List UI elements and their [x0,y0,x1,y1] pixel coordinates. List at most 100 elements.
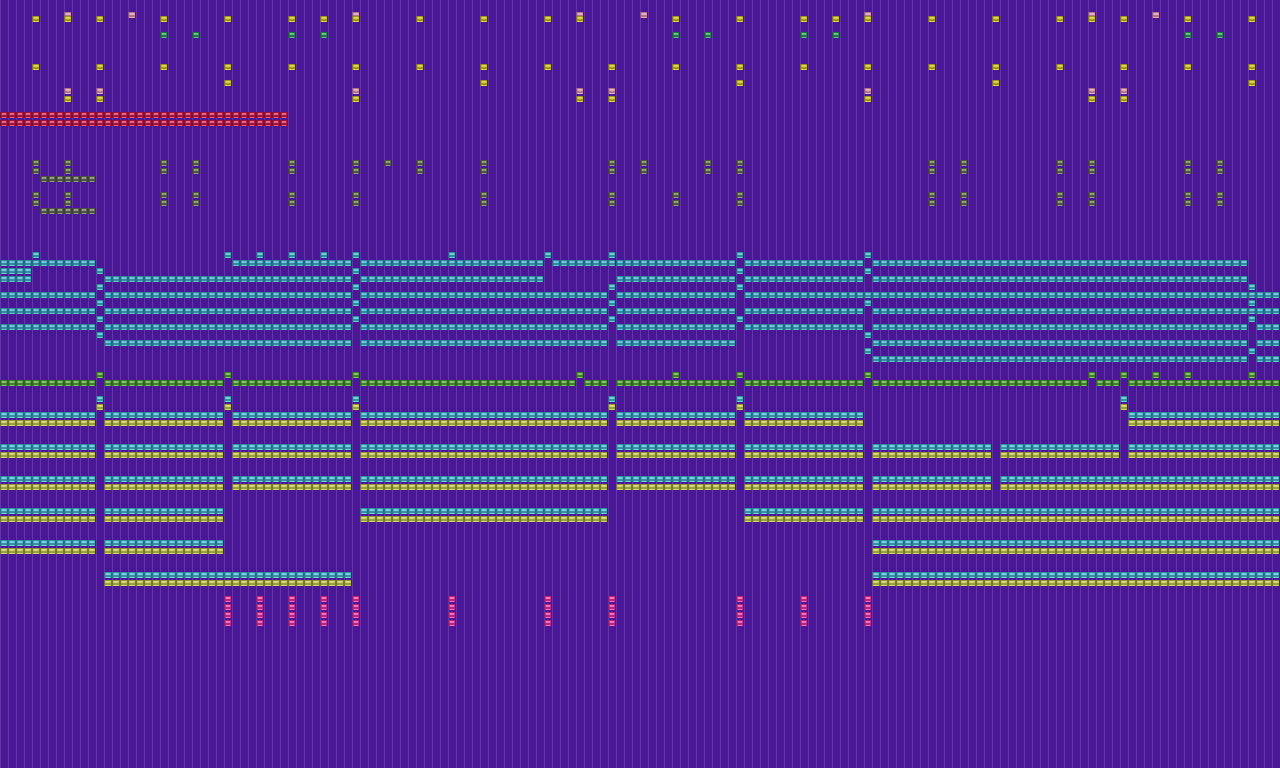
note-tiles [744,508,863,514]
note-tiles [96,404,103,410]
note-tiles [320,620,327,626]
note [104,572,351,578]
note [736,372,743,378]
note-tiles [744,308,863,314]
note-tiles [256,620,263,626]
note-tiles [544,64,551,70]
note-tiles [480,192,487,198]
note [928,192,935,198]
note [32,160,39,166]
note [288,620,295,626]
note [96,300,103,306]
note-tiles [192,168,199,174]
note [416,160,423,166]
note [360,292,607,298]
note [1096,380,1119,386]
note [480,80,487,86]
note [608,192,615,198]
note-tiles [360,380,575,386]
note [608,300,615,306]
note [608,604,615,610]
note [800,604,807,610]
note [352,596,359,602]
note [640,12,647,18]
note [1184,32,1191,38]
note-tiles [672,32,679,38]
note-tiles [992,64,999,70]
note [1256,324,1279,330]
note [96,96,103,102]
note [1120,16,1127,22]
note-tiles [992,16,999,22]
note-tiles [352,604,359,610]
note [64,160,71,166]
note-tiles [1184,160,1191,166]
note [864,332,871,338]
note [864,348,871,354]
note-tiles [0,484,95,490]
note [224,252,231,258]
note [104,516,223,522]
note [616,340,735,346]
note [288,596,295,602]
note-tiles [0,516,95,522]
note [928,168,935,174]
note [360,324,607,330]
note [864,268,871,274]
note [672,192,679,198]
note [352,300,359,306]
note [608,160,615,166]
note-tiles [800,64,807,70]
note-tiles [32,16,39,22]
note [736,168,743,174]
note-tiles [1088,16,1095,22]
note [1216,160,1223,166]
note [544,64,551,70]
note [256,620,263,626]
note-tiles [0,292,95,298]
note-tiles [864,12,871,18]
note-tiles [256,596,263,602]
note-tiles [704,160,711,166]
note [352,252,359,258]
note [872,516,1279,522]
note [992,16,999,22]
note [160,16,167,22]
note [64,192,71,198]
note [352,168,359,174]
note [736,64,743,70]
note [1152,12,1159,18]
note [736,404,743,410]
note-tiles [288,192,295,198]
note-tiles [928,64,935,70]
note [1056,160,1063,166]
note-tiles [928,16,935,22]
note [864,620,871,626]
note [872,324,1247,330]
note-tiles [872,260,1247,266]
note-tiles [288,604,295,610]
note-tiles [384,160,391,166]
note-tiles [160,192,167,198]
note [288,168,295,174]
note [736,160,743,166]
note-tiles [64,192,71,198]
note-tiles [576,12,583,18]
note-tiles [864,604,871,610]
note [872,276,1247,282]
note-tiles [616,476,735,482]
note-tiles [480,16,487,22]
note [616,484,735,490]
note-tiles [608,168,615,174]
note-tiles [0,444,95,450]
note [800,16,807,22]
note [928,160,935,166]
note-tiles [1120,64,1127,70]
note [736,16,743,22]
note-tiles [1120,372,1127,378]
note [0,112,287,118]
note [616,444,735,450]
note-tiles [872,572,1279,578]
note [544,620,551,626]
